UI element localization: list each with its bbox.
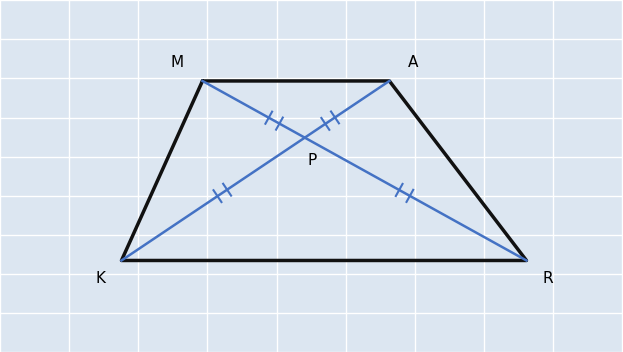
Text: M: M (171, 55, 184, 70)
Text: A: A (408, 55, 419, 70)
Text: R: R (542, 271, 553, 286)
Text: P: P (308, 153, 317, 168)
Text: K: K (96, 271, 106, 286)
